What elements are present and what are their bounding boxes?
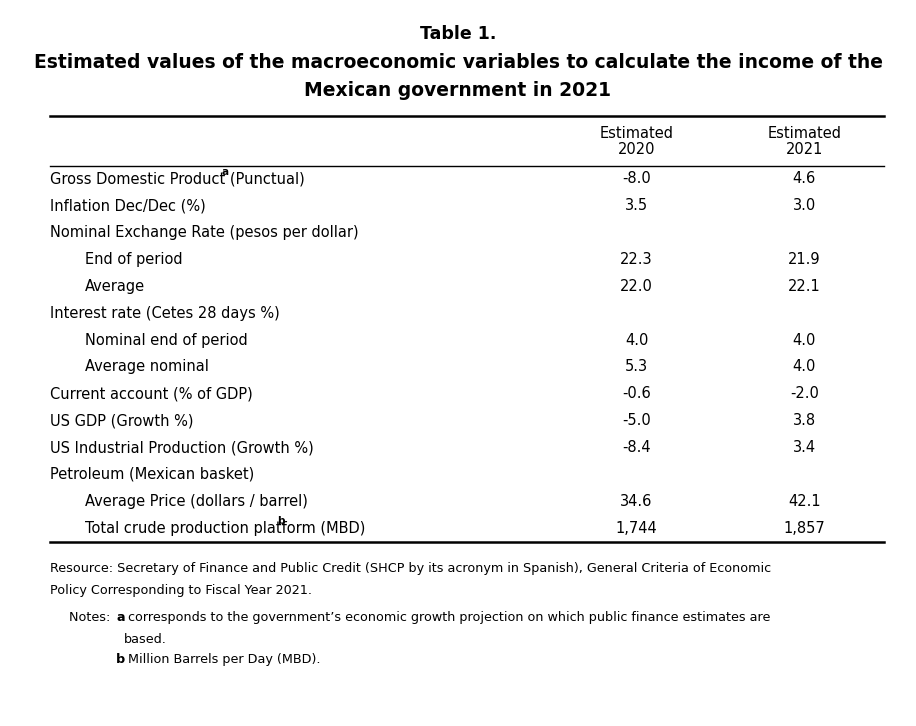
Text: Resource: Secretary of Finance and Public Credit (SHCP by its acronym in Spanish: Resource: Secretary of Finance and Publi…: [50, 562, 771, 575]
Text: 42.1: 42.1: [788, 494, 821, 509]
Text: 22.0: 22.0: [620, 279, 653, 294]
Text: Estimated: Estimated: [768, 126, 841, 141]
Text: Policy Corresponding to Fiscal Year 2021.: Policy Corresponding to Fiscal Year 2021…: [50, 584, 312, 597]
Text: 1,857: 1,857: [783, 521, 825, 536]
Text: -5.0: -5.0: [622, 413, 651, 428]
Text: 3.5: 3.5: [625, 198, 649, 213]
Text: 4.0: 4.0: [792, 333, 816, 348]
Text: 21.9: 21.9: [788, 252, 821, 267]
Text: a: a: [116, 611, 125, 624]
Text: US GDP (Growth %): US GDP (Growth %): [50, 413, 194, 428]
Text: -8.0: -8.0: [622, 171, 651, 187]
Text: b: b: [116, 653, 125, 666]
Text: 2021: 2021: [786, 142, 823, 157]
Text: b: b: [277, 516, 284, 526]
Text: -0.6: -0.6: [622, 386, 651, 401]
Text: Estimated values of the macroeconomic variables to calculate the income of the: Estimated values of the macroeconomic va…: [34, 53, 882, 72]
Text: 3.0: 3.0: [792, 198, 816, 213]
Text: Mexican government in 2021: Mexican government in 2021: [304, 81, 612, 100]
Text: Average nominal: Average nominal: [85, 359, 209, 375]
Text: Notes:: Notes:: [69, 611, 114, 624]
Text: US Industrial Production (Growth %): US Industrial Production (Growth %): [50, 440, 314, 455]
Text: 4.0: 4.0: [625, 333, 649, 348]
Text: 4.6: 4.6: [792, 171, 816, 187]
Text: 2020: 2020: [618, 142, 655, 157]
Text: corresponds to the government’s economic growth projection on which public finan: corresponds to the government’s economic…: [124, 611, 770, 624]
Text: Nominal Exchange Rate (pesos per dollar): Nominal Exchange Rate (pesos per dollar): [50, 225, 359, 240]
Text: Million Barrels per Day (MBD).: Million Barrels per Day (MBD).: [124, 653, 321, 666]
Text: a: a: [222, 167, 229, 176]
Text: Average: Average: [85, 279, 146, 294]
Text: 5.3: 5.3: [625, 359, 649, 375]
Text: 3.8: 3.8: [792, 413, 816, 428]
Text: 22.1: 22.1: [788, 279, 821, 294]
Text: -8.4: -8.4: [622, 440, 651, 455]
Text: Current account (% of GDP): Current account (% of GDP): [50, 386, 253, 401]
Text: 1,744: 1,744: [616, 521, 658, 536]
Text: Inflation Dec/Dec (%): Inflation Dec/Dec (%): [50, 198, 206, 213]
Text: 4.0: 4.0: [792, 359, 816, 375]
Text: Average Price (dollars / barrel): Average Price (dollars / barrel): [85, 494, 308, 509]
Text: Nominal end of period: Nominal end of period: [85, 333, 248, 348]
Text: 3.4: 3.4: [792, 440, 816, 455]
Text: End of period: End of period: [85, 252, 183, 267]
Text: Estimated: Estimated: [600, 126, 673, 141]
Text: Table 1.: Table 1.: [420, 25, 496, 44]
Text: Petroleum (Mexican basket): Petroleum (Mexican basket): [50, 467, 255, 482]
Text: Gross Domestic Product (Punctual): Gross Domestic Product (Punctual): [50, 171, 305, 187]
Text: 22.3: 22.3: [620, 252, 653, 267]
Text: based.: based.: [124, 633, 167, 646]
Text: -2.0: -2.0: [790, 386, 819, 401]
Text: Total crude production platform (MBD): Total crude production platform (MBD): [85, 521, 365, 536]
Text: 34.6: 34.6: [620, 494, 653, 509]
Text: Interest rate (Cetes 28 days %): Interest rate (Cetes 28 days %): [50, 306, 280, 321]
